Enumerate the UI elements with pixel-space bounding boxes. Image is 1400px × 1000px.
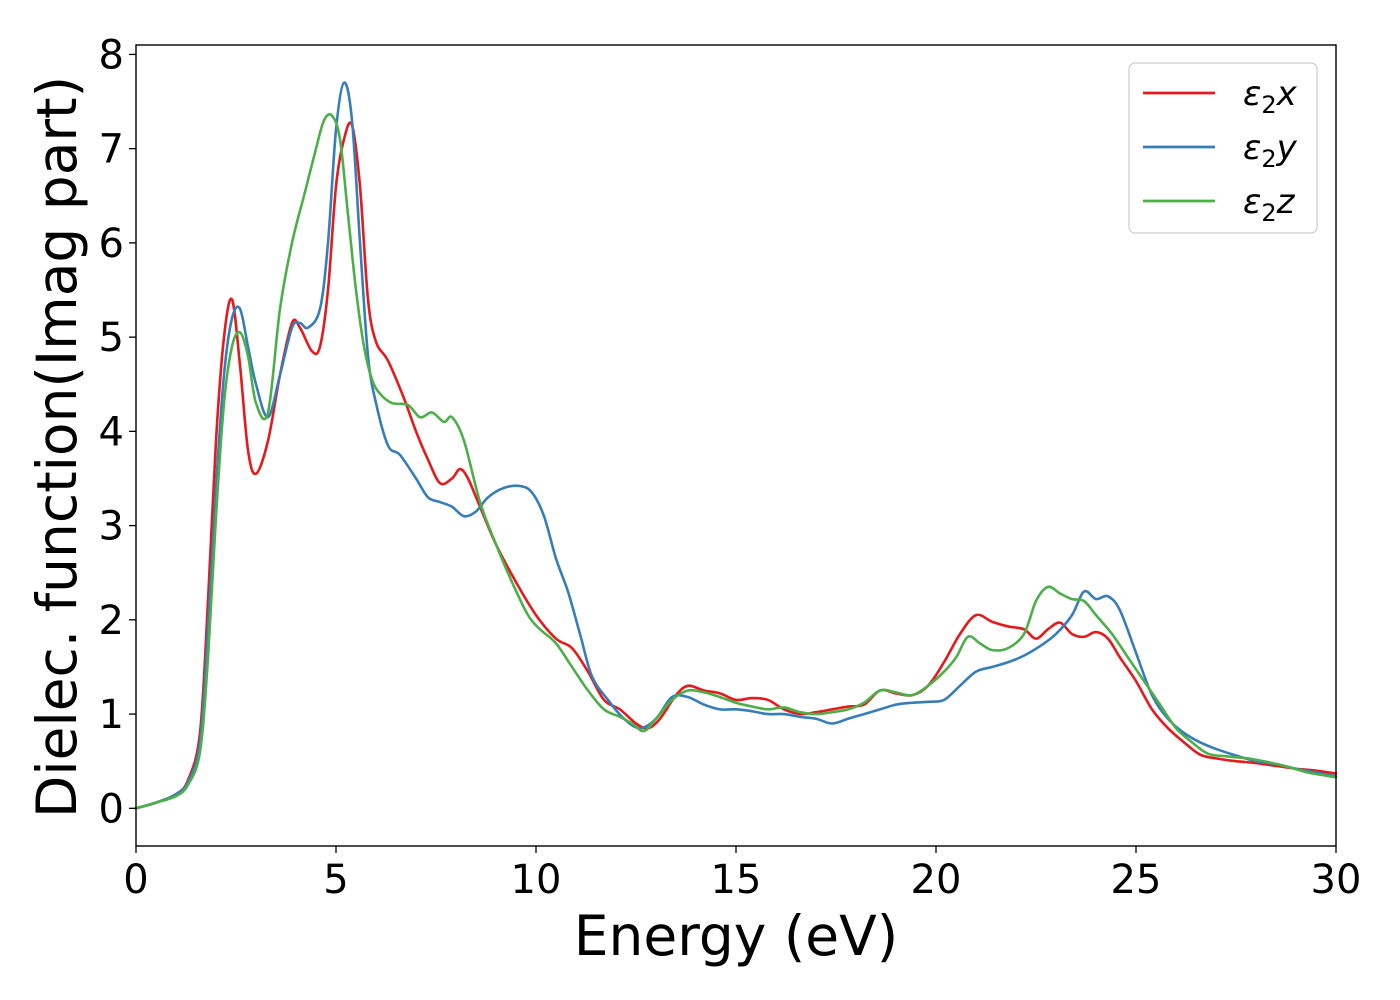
x-tick-label: 20 <box>911 857 962 903</box>
y-tick-label: 3 <box>99 504 124 550</box>
y-tick-label: 2 <box>99 598 124 644</box>
y-tick-label: 6 <box>99 221 124 267</box>
series-line-z <box>134 113 1338 810</box>
x-tick-label: 0 <box>123 857 148 903</box>
y-tick-label: 5 <box>99 315 124 361</box>
y-tick-label: 8 <box>99 32 124 78</box>
x-tick-label: 10 <box>511 857 562 903</box>
series-layer <box>134 81 1338 810</box>
legend-label-y: ε2y <box>1243 128 1298 173</box>
x-axis-label: Energy (eV) <box>574 904 898 968</box>
legend-label-x: ε2x <box>1243 74 1298 119</box>
y-axis-label: Dielec. function(Imag part) <box>25 76 89 818</box>
series-line-y <box>134 81 1338 810</box>
legend-label-z: ε2z <box>1243 182 1296 227</box>
y-tick-label: 4 <box>99 409 124 455</box>
legend-box <box>1128 62 1318 234</box>
y-tick-label: 7 <box>99 127 124 173</box>
x-axis-ticks: 0 5 10 15 20 25 30 <box>123 846 1361 903</box>
y-axis-ticks: 0 1 2 3 4 5 6 7 8 <box>99 32 136 832</box>
x-tick-label: 5 <box>323 857 348 903</box>
legend-entries: ε2x ε2y ε2z <box>1143 74 1298 227</box>
x-tick-label: 15 <box>711 857 762 903</box>
x-tick-label: 30 <box>1311 857 1362 903</box>
x-tick-label: 25 <box>1111 857 1162 903</box>
legend: ε2x ε2y ε2z <box>1128 62 1318 234</box>
y-tick-label: 1 <box>99 692 124 738</box>
y-tick-label: 0 <box>99 786 124 832</box>
